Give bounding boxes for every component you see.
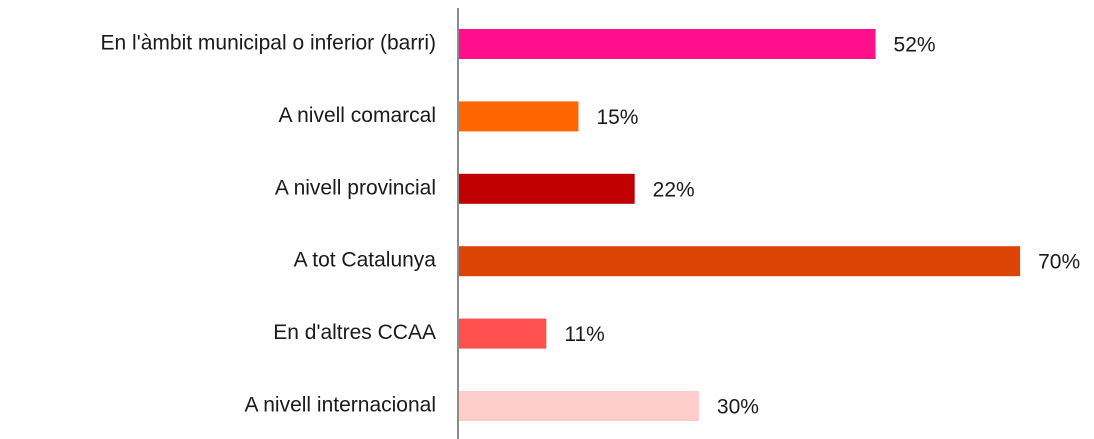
bar [458,29,876,59]
bar [458,101,579,132]
y-tick-label: A nivell comarcal [278,104,436,127]
bar [458,318,547,349]
data-label: 11% [564,323,604,346]
bar [458,246,1021,277]
y-tick-label: A nivell provincial [275,176,436,199]
y-tick-label: A tot Catalunya [294,249,437,272]
data-label: 22% [653,178,695,201]
bar [458,391,699,421]
bar [458,173,635,204]
y-tick-label: En d'altres CCAA [273,321,436,344]
y-tick-label: En l'àmbit municipal o inferior (barri) [101,32,436,55]
data-label: 15% [596,106,638,129]
data-label: 70% [1038,251,1080,274]
data-label: 52% [894,34,936,57]
data-label: 30% [717,396,759,419]
y-tick-label: A nivell internacional [245,394,436,417]
